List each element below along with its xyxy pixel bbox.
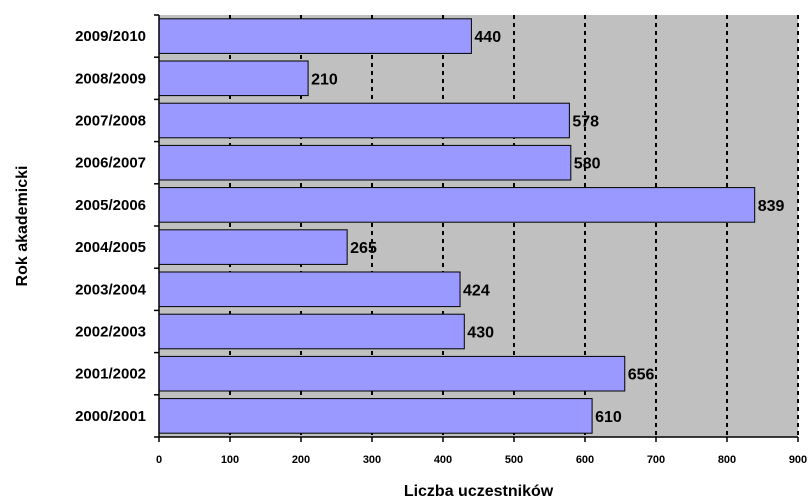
y-axis-title: Rok akademicki (14, 166, 31, 287)
bar (158, 18, 472, 54)
bar (158, 229, 348, 265)
data-label: 210 (311, 71, 338, 88)
x-tick-label: 300 (363, 454, 381, 466)
bar (158, 398, 593, 434)
data-labels: 440 210 578 580 839 265 424 430 656 610 (311, 29, 784, 426)
data-label: 656 (628, 367, 655, 384)
x-axis-ticks: 0 100 200 300 400 500 600 700 800 900 (156, 437, 807, 466)
data-label: 440 (474, 29, 501, 46)
data-label: 265 (350, 240, 377, 257)
y-tick-label: 2002/2003 (75, 324, 146, 341)
y-tick-label: 2004/2005 (75, 239, 146, 256)
y-axis-ticks: 2009/2010 2008/2009 2007/2008 2006/2007 2005… (75, 14, 159, 438)
bar (158, 355, 626, 392)
x-tick-label: 800 (718, 454, 736, 466)
bar (158, 102, 570, 139)
x-tick-label: 200 (292, 454, 310, 466)
x-tick-label: 0 (156, 454, 162, 466)
x-tick-label: 100 (221, 454, 239, 466)
y-tick-label: 2003/2004 (75, 281, 147, 298)
y-tick-label: 2005/2006 (75, 197, 146, 214)
bar (158, 271, 461, 308)
bar (158, 313, 465, 350)
data-label: 580 (574, 156, 601, 173)
bar (158, 187, 756, 223)
y-tick-label: 2001/2002 (75, 366, 146, 383)
y-tick-label: 2007/2008 (75, 113, 146, 130)
data-label: 424 (463, 282, 490, 299)
data-label: 430 (467, 325, 494, 342)
x-tick-label: 500 (505, 454, 523, 466)
y-tick-label: 2008/2009 (75, 70, 146, 87)
y-tick-label: 2009/2010 (75, 28, 146, 45)
y-tick-label: 2000/2001 (75, 408, 146, 425)
x-tick-label: 400 (434, 454, 452, 466)
bar (158, 144, 572, 181)
x-tick-label: 900 (789, 454, 807, 466)
gridlines (229, 15, 799, 437)
bars (158, 18, 756, 434)
bar (158, 60, 309, 97)
data-label: 578 (572, 114, 599, 131)
x-tick-label: 700 (647, 454, 665, 466)
data-label: 839 (758, 198, 785, 215)
x-axis-title: Liczba uczestników (404, 483, 554, 500)
x-tick-label: 600 (576, 454, 594, 466)
data-label: 610 (595, 409, 622, 426)
y-tick-label: 2006/2007 (75, 155, 146, 172)
